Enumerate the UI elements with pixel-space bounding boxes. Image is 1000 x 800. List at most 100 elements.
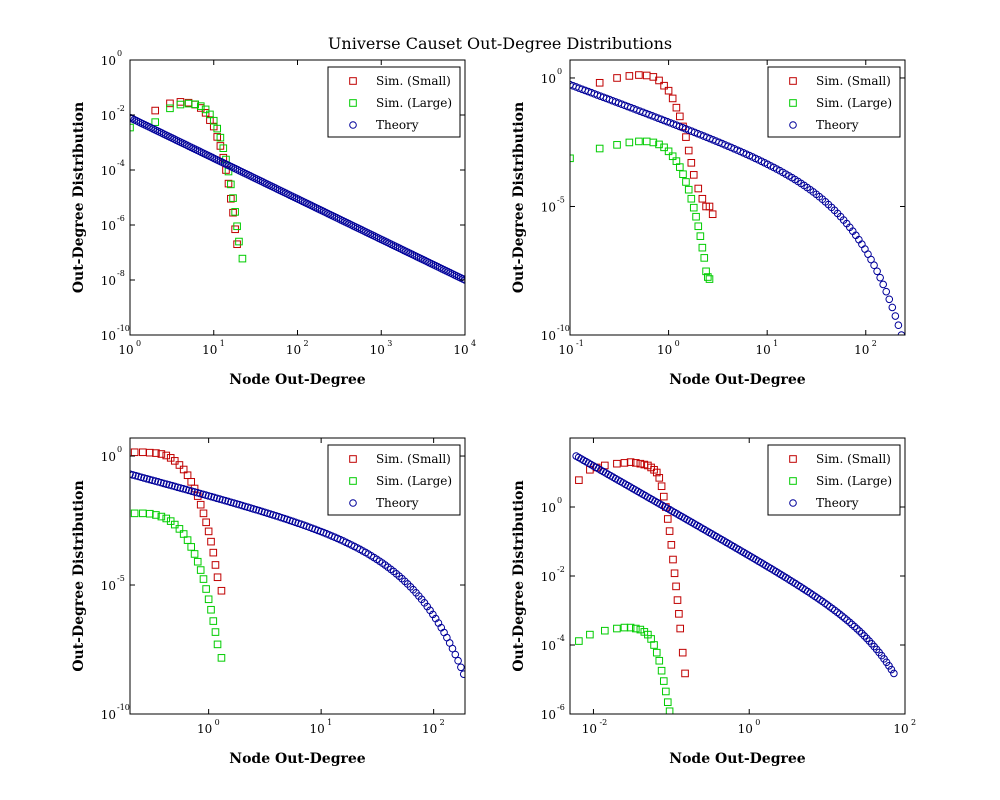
data-point (231, 208, 239, 216)
data-point (625, 72, 634, 80)
data-point (681, 669, 689, 678)
data-point (193, 557, 202, 566)
x-axis-label: Node Out-Degree (229, 751, 365, 767)
y-tick-exponent: -4 (117, 159, 125, 168)
data-point (130, 509, 139, 518)
figure-title: Universe Causet Out-Degree Distributions (328, 34, 672, 53)
x-tick-label: 10 (558, 343, 573, 357)
x-tick-label: 10 (370, 343, 385, 357)
data-point (897, 331, 905, 335)
x-tick-exponent: 2 (872, 339, 877, 348)
data-point (213, 573, 222, 582)
data-point (860, 632, 869, 640)
x-tick-exponent: -1 (576, 339, 584, 348)
data-point (664, 147, 673, 156)
data-point (211, 561, 220, 569)
legend: Sim. (Small) Sim. (Large) Theory (327, 66, 461, 138)
legend-marker (789, 455, 797, 463)
data-point (862, 634, 871, 643)
data-point (207, 605, 215, 614)
data-point (224, 179, 233, 188)
data-point (833, 608, 842, 617)
axes-frame (569, 59, 906, 336)
legend-label: Sim. (Small) (816, 74, 891, 88)
data-point (818, 597, 827, 606)
data-point (885, 295, 894, 304)
data-point (682, 178, 690, 186)
x-tick-label: 10 (202, 343, 217, 357)
legend-marker (789, 77, 797, 85)
x-tick-label: 10 (422, 722, 437, 736)
data-point (650, 641, 658, 649)
data-point (870, 261, 878, 270)
data-point (235, 237, 243, 246)
data-point (687, 194, 696, 203)
data-point (176, 100, 185, 109)
plot-area (130, 98, 465, 284)
x-tick-label: 10 (756, 343, 771, 357)
data-point (157, 450, 166, 458)
legend-label: Sim. (Small) (376, 74, 451, 88)
data-point (130, 470, 134, 478)
data-point (891, 312, 900, 320)
data-point (139, 448, 147, 457)
data-point (853, 625, 861, 633)
x-tick-exponent: 3 (387, 339, 392, 348)
data-point (227, 194, 235, 203)
data-point (170, 457, 179, 465)
plot-area (130, 448, 465, 678)
data-point (227, 180, 235, 189)
legend-label: Theory (816, 118, 859, 132)
data-point (821, 599, 829, 608)
legend-label: Theory (816, 496, 859, 510)
data-point (613, 624, 621, 633)
y-tick-exponent: -4 (557, 634, 565, 643)
data-point (698, 194, 707, 203)
x-tick-exponent: 0 (755, 718, 760, 727)
data-point (698, 243, 707, 252)
data-point (659, 677, 668, 685)
x-tick-exponent: 2 (304, 339, 309, 348)
series-sim-small (151, 98, 241, 249)
legend-label: Theory (376, 118, 419, 132)
series-sim-large (575, 623, 674, 714)
data-point (199, 509, 208, 518)
data-point (229, 208, 237, 217)
data-point (586, 630, 594, 639)
plot-area (572, 452, 898, 714)
legend-marker (349, 121, 357, 129)
legend-marker (349, 455, 357, 463)
legend-label: Theory (376, 496, 419, 510)
data-point (209, 116, 218, 125)
data-point (130, 113, 134, 122)
data-point (684, 146, 693, 155)
y-tick-label: 10 (541, 570, 556, 584)
data-point (679, 170, 687, 179)
legend-label: Sim. (Large) (376, 474, 452, 488)
data-point (187, 478, 196, 486)
data-point (632, 624, 640, 633)
data-point (233, 240, 241, 249)
data-point (687, 159, 696, 167)
x-tick-exponent: 2 (440, 718, 445, 727)
data-point (888, 303, 897, 312)
data-point (696, 232, 705, 240)
data-point (828, 604, 837, 613)
data-point (170, 520, 179, 529)
data-point (206, 116, 214, 124)
data-point (838, 612, 846, 620)
data-point (166, 99, 174, 108)
legend-marker (349, 99, 357, 107)
data-point (816, 595, 824, 604)
data-point (151, 106, 160, 115)
data-point (708, 210, 717, 219)
data-point (662, 687, 670, 696)
data-point (665, 527, 674, 535)
data-point (692, 212, 700, 221)
x-tick-label: 10 (118, 343, 133, 357)
data-point (209, 617, 218, 625)
y-tick-exponent: 0 (117, 445, 122, 454)
data-point (873, 267, 881, 276)
